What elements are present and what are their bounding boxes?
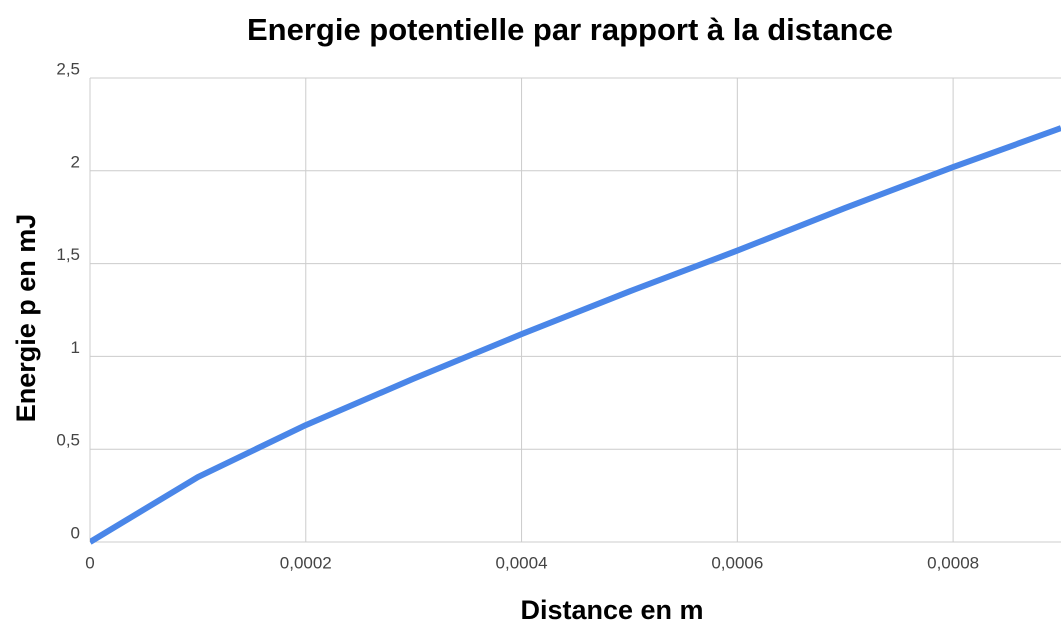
x-axis-title: Distance en m [520,595,703,625]
y-tick-label: 2,5 [56,59,80,78]
x-tick-label: 0,0004 [496,553,548,572]
y-tick-label: 1,5 [56,245,80,264]
data-line [90,125,1061,545]
x-tick-label: 0,0002 [280,553,332,572]
x-tick-label: 0 [85,553,94,572]
y-tick-label: 2 [71,152,80,171]
y-tick-label: 0 [71,523,80,542]
x-tick-label: 0,0006 [711,553,763,572]
y-tick-label: 0,5 [56,431,80,450]
y-axis-title: Energie p en mJ [11,214,41,423]
chart-title: Energie potentielle par rapport à la dis… [247,12,893,47]
y-tick-label: 1 [71,338,80,357]
x-tick-label: 0,0008 [927,553,979,572]
